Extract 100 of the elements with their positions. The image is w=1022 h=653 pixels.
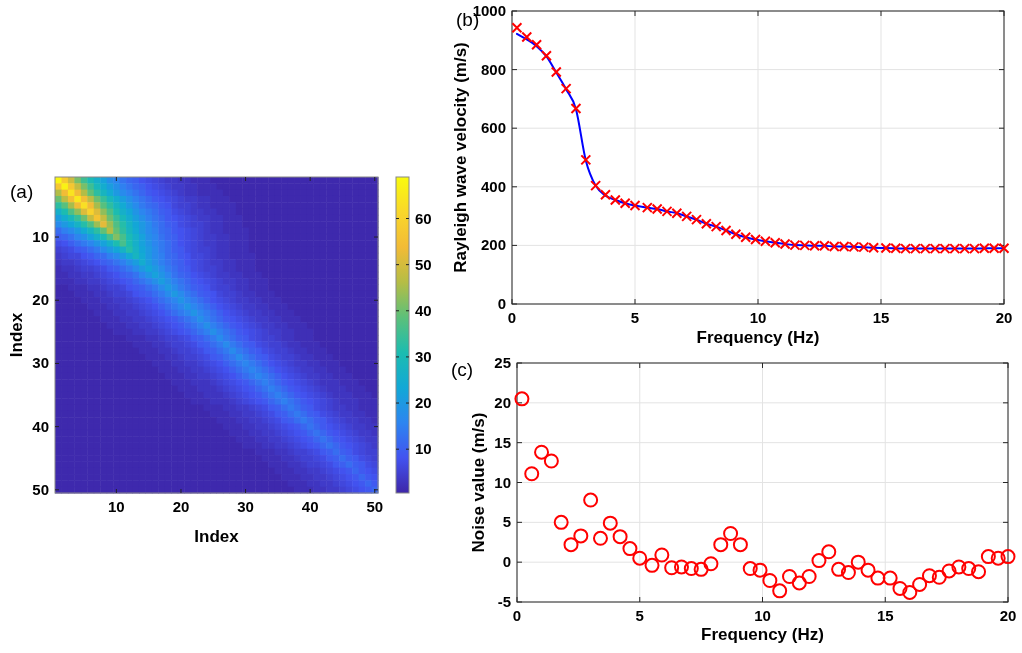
point (801, 569, 817, 585)
point (791, 575, 807, 591)
x-tick-label: 30 (237, 498, 254, 515)
line-series (515, 32, 1005, 250)
point (580, 154, 592, 166)
y-tick-label: 200 (480, 236, 506, 254)
point (703, 556, 719, 572)
point (560, 83, 572, 95)
x-axis-title: Frequency (Hz) (696, 328, 820, 347)
x-axis-title: Frequency (Hz) (701, 625, 824, 644)
point (931, 569, 947, 585)
point (550, 66, 562, 78)
point (892, 580, 908, 596)
point (553, 514, 569, 530)
point (850, 554, 866, 570)
y-tick-label: 20 (494, 393, 511, 411)
point (821, 544, 837, 560)
x-tick-label: 5 (635, 607, 644, 624)
point (514, 391, 530, 407)
point (951, 559, 967, 575)
point (713, 537, 729, 553)
x-tick-label: 10 (108, 498, 125, 515)
x-tick-label: 15 (872, 309, 890, 326)
y-tick-label: 30 (32, 354, 49, 372)
x-tick-label: 40 (301, 498, 319, 515)
point (664, 560, 680, 576)
y-tick-label: 50 (32, 480, 49, 498)
point (622, 541, 638, 557)
y-tick-label: -5 (497, 593, 511, 610)
point (882, 570, 898, 586)
point (563, 537, 579, 553)
point (570, 103, 582, 115)
point (524, 466, 540, 482)
point (632, 550, 648, 566)
point (673, 559, 689, 575)
point (941, 563, 957, 579)
y-tick-label: 400 (480, 177, 506, 195)
point (683, 561, 699, 577)
point (980, 549, 996, 565)
point (599, 189, 611, 201)
y-tick-label: 10 (32, 228, 49, 246)
y-tick-label: 25 (494, 354, 511, 371)
x-tick-label: 20 (995, 309, 1013, 326)
color-bar-label: 60 (415, 209, 432, 227)
y-axis-title: Index (7, 312, 26, 358)
y-axis-title: Noise value (m/s) (469, 412, 488, 553)
point (742, 561, 758, 577)
point (573, 528, 589, 544)
point (860, 562, 876, 578)
point (590, 180, 602, 192)
point (654, 547, 670, 563)
color-bar-label: 30 (415, 347, 432, 365)
text: (c) (451, 359, 474, 380)
point (921, 568, 937, 584)
point (521, 31, 533, 43)
y-tick-label: 600 (480, 119, 506, 137)
point (592, 530, 608, 546)
text: (a) (10, 181, 34, 202)
point (543, 453, 559, 469)
y-tick-label: 5 (502, 513, 511, 531)
point (531, 39, 543, 51)
y-tick-label: 10 (494, 473, 511, 491)
color-bar-label: 50 (415, 255, 432, 273)
y-tick-label: 800 (480, 60, 506, 78)
x-tick-label: 20 (999, 607, 1017, 624)
point (902, 584, 918, 600)
point (534, 444, 550, 460)
point (782, 569, 798, 585)
point (693, 561, 709, 577)
y-tick-label: 20 (32, 291, 49, 309)
point (612, 529, 628, 545)
x-tick-label: 15 (876, 607, 894, 624)
point (583, 492, 599, 508)
point (644, 557, 660, 573)
y-tick-label: 40 (32, 417, 49, 435)
x-tick-label: 5 (630, 309, 640, 326)
point (831, 561, 847, 577)
point (540, 50, 552, 62)
x-tick-label: 10 (754, 607, 771, 624)
point (1000, 549, 1016, 565)
point (762, 572, 778, 588)
point (990, 550, 1006, 566)
x-axis-title: Index (194, 527, 240, 546)
y-tick-label: 0 (497, 295, 506, 312)
point (602, 515, 618, 531)
point (511, 22, 523, 34)
point (961, 561, 977, 577)
point (811, 553, 827, 569)
y-tick-label: 0 (502, 553, 511, 571)
x-tick-label: 50 (366, 498, 384, 515)
point (723, 525, 739, 541)
x-tick-label: 10 (749, 309, 767, 326)
point (912, 576, 928, 592)
point (732, 537, 748, 553)
point (840, 565, 856, 581)
point (870, 570, 886, 586)
x-tick-label: 20 (172, 498, 190, 515)
point (772, 583, 788, 599)
color-bar-label: 10 (415, 440, 432, 458)
y-axis-title: Rayleigh wave velocity (m/s) (451, 42, 470, 273)
